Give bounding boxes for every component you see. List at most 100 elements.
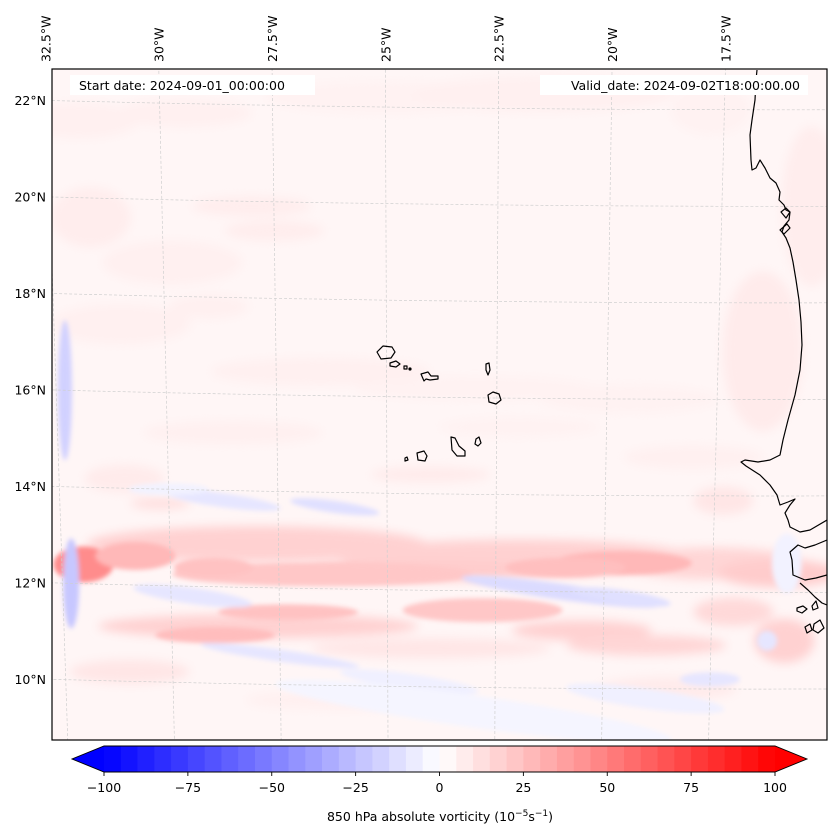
colorbar-bin: [288, 746, 306, 772]
latitude-label: 16°N: [14, 382, 46, 397]
colorbar-bin: [154, 746, 172, 772]
vorticity-positive-region: [173, 557, 254, 578]
colorbar-bin: [758, 746, 776, 772]
colorbar-bin: [120, 746, 138, 772]
cape-verde-island-outline: [376, 345, 396, 360]
vorticity-positive-region: [112, 99, 253, 128]
vorticity-positive-region: [670, 84, 751, 135]
coastal-island-outline: [779, 223, 791, 235]
vorticity-negative-region: [275, 679, 672, 740]
colorbar-bin: [640, 746, 658, 772]
vorticity-positive-region: [693, 597, 774, 626]
colorbar-bin: [523, 746, 541, 772]
colorbar-extend-max-arrow: [775, 746, 807, 772]
vorticity-positive-region: [505, 557, 626, 578]
parallel-gridline: [52, 678, 827, 690]
africa-coastline: [799, 582, 827, 606]
vorticity-positive-region: [143, 420, 324, 445]
cape-verde-island-outline: [487, 391, 502, 405]
latitude-label: 22°N: [14, 93, 46, 108]
colorbar-bin: [254, 746, 273, 772]
latitude-label: 12°N: [14, 576, 46, 591]
colorbar-bin: [355, 746, 373, 772]
cape-verde-island-outline: [474, 436, 482, 447]
colorbar-tick-label: 25: [515, 780, 531, 795]
vorticity-positive-region: [95, 542, 176, 571]
africa-coastline: [789, 539, 827, 581]
colorbar-tick-label: −25: [342, 780, 368, 795]
vorticity-positive-region: [370, 466, 491, 483]
longitude-label: 22.5°W: [492, 16, 507, 62]
colorbar-tick-label: 50: [599, 780, 615, 795]
colorbar-bin: [137, 746, 155, 772]
colorbar-bin: [607, 746, 625, 772]
longitude-label: 30°W: [152, 27, 167, 62]
parallel-gridline: [52, 100, 827, 111]
vorticity-positive-region: [402, 598, 563, 623]
latitude-labels: 22°N 20°N 18°N 16°N 14°N 12°N 10°N: [14, 93, 46, 687]
cape-verde-island-outline: [404, 456, 409, 462]
longitude-label: 20°W: [605, 27, 620, 62]
vorticity-positive-region: [566, 635, 727, 656]
cape-verde-island-outline: [416, 450, 428, 462]
cape-verde-island-outline: [420, 371, 439, 382]
vorticity-positive-region: [191, 196, 312, 217]
vorticity-positive-region: [354, 376, 595, 401]
colorbar-bin: [238, 746, 256, 772]
start-date-label: Start date: 2024-09-01_00:00:00: [79, 78, 285, 93]
colorbar-ticks: −100 −75 −50 −25 0 25 50 75 100: [87, 772, 787, 795]
vorticity-positive-region: [218, 604, 359, 621]
vorticity-positive-region: [310, 638, 551, 659]
colorbar-bin: [741, 746, 759, 772]
colorbar-bin: [322, 746, 340, 772]
vorticity-negative-region: [161, 489, 281, 511]
vorticity-positive-region: [52, 187, 131, 248]
vorticity-positive-region: [69, 659, 190, 684]
vorticity-negative-region: [565, 683, 725, 714]
colorbar-bin: [221, 746, 239, 772]
vorticity-field: [52, 76, 827, 740]
vorticity-positive-region: [155, 627, 276, 644]
colorbar-bin: [187, 746, 206, 772]
colorbar-bin: [305, 746, 323, 772]
gridlines: [52, 69, 827, 740]
cape-verde-island-outline: [450, 436, 466, 457]
colorbar: [70, 745, 809, 773]
colorbar-bin: [624, 746, 642, 772]
colorbar-bin: [506, 746, 524, 772]
cape-verde-island-outline: [389, 360, 401, 368]
colorbar-bin: [204, 746, 222, 772]
latitude-label: 14°N: [14, 479, 46, 494]
vorticity-negative-region: [771, 533, 802, 594]
colorbar-bin: [489, 746, 507, 772]
cape-verde-islet: [408, 367, 412, 371]
vorticity-positive-region: [210, 357, 431, 386]
colorbar-bin: [707, 746, 726, 772]
longitude-label: 25°W: [378, 27, 393, 62]
parallel-gridline: [52, 293, 827, 304]
valid-date-label: Valid_date: 2024-09-02T18:00:00.00: [571, 78, 800, 93]
colorbar-bin: [657, 746, 675, 772]
vorticity-negative-region: [290, 498, 380, 516]
latitude-label: 18°N: [14, 286, 46, 301]
colorbar-bin: [556, 746, 575, 772]
colorbar-bin: [338, 746, 357, 772]
longitude-label: 17.5°W: [718, 16, 733, 62]
vorticity-negative-region: [339, 669, 479, 695]
colorbar-tick-label: −75: [175, 780, 201, 795]
parallel-gridline: [52, 582, 827, 593]
colorbar-bin: [372, 746, 390, 772]
colorbar-bin: [422, 746, 440, 772]
vorticity-positive-region: [781, 126, 827, 287]
map-frame: [51, 68, 828, 741]
vorticity-positive-region: [623, 445, 764, 470]
colorbar-bin: [271, 746, 289, 772]
colorbar-extend-min-arrow: [72, 746, 104, 772]
colorbar-bin: [724, 746, 742, 772]
colorbar-bin: [405, 746, 424, 772]
vorticity-positive-region: [722, 271, 803, 432]
cape-verde-island-outline: [403, 365, 408, 370]
vorticity-negative-region: [133, 584, 253, 608]
colorbar-bin: [171, 746, 189, 772]
